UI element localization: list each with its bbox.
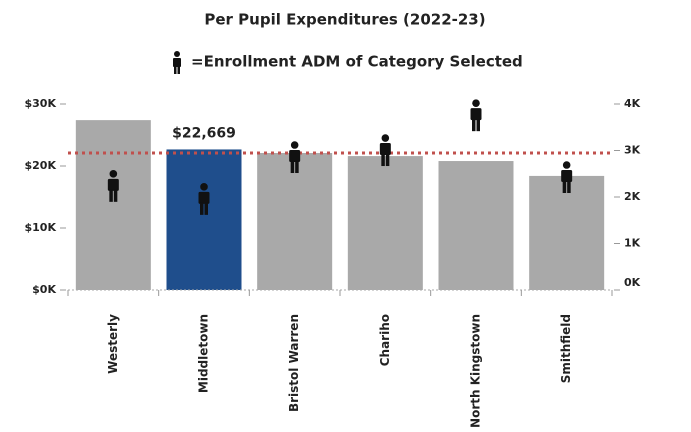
icon-leg (476, 119, 480, 132)
y-tick-label: $10K (25, 221, 57, 234)
bar (257, 152, 333, 290)
icon-body (198, 191, 210, 204)
icon-body (470, 108, 482, 121)
icon-leg (113, 189, 118, 202)
chart-title: Per Pupil Expenditures (2022-23) (204, 11, 485, 29)
icon-body (107, 178, 119, 191)
legend-icon (173, 51, 181, 74)
icon-head (562, 161, 571, 169)
icon-leg (204, 202, 208, 215)
x-tick-label: North Kingstown (469, 314, 483, 428)
x-tick-label: Chariho (378, 314, 392, 366)
x-tick-label: Bristol Warren (287, 314, 301, 412)
enrollment-icon (289, 141, 301, 174)
icon-leg (567, 181, 571, 194)
y2-tick-label: 4K (624, 97, 641, 110)
icon-body (289, 150, 301, 163)
icon-head (200, 183, 208, 191)
icon-head (381, 134, 390, 142)
bar (75, 120, 151, 291)
enrollment-icon (379, 134, 391, 167)
icon-leg (290, 161, 295, 174)
icon-head (109, 170, 118, 178)
icon-head (472, 99, 480, 107)
chart-subtitle: =Enrollment ADM of Category Selected (191, 53, 523, 71)
bar (529, 175, 605, 290)
x-tick-label: Westerly (106, 314, 120, 374)
icon-body (561, 170, 573, 183)
bar (166, 149, 242, 290)
icon-head (290, 141, 299, 149)
icon-leg (200, 202, 204, 215)
y2-tick-label: 2K (624, 190, 641, 203)
x-tick-label: Middletown (197, 314, 211, 393)
bar (347, 156, 423, 290)
icon-leg (109, 189, 113, 202)
enrollment-icon (561, 161, 573, 194)
y-tick-label: $0K (32, 283, 56, 296)
x-tick-label: Smithfield (559, 314, 573, 383)
enrollment-icon (470, 99, 482, 132)
icon-leg (472, 119, 476, 132)
y2-tick-label: 0K (624, 276, 641, 289)
icon-leg (381, 154, 385, 167)
enrollment-icon (107, 170, 119, 202)
icon-leg (562, 181, 567, 194)
bar (438, 161, 514, 290)
icon-body (379, 143, 391, 156)
y2-tick-label: 1K (624, 237, 641, 250)
enrollment-icon (198, 183, 210, 215)
data-label: $22,669 (172, 125, 236, 141)
icon-leg (385, 154, 390, 167)
y-tick-label: $20K (25, 159, 57, 172)
y-tick-label: $30K (25, 97, 57, 110)
icon-leg (295, 161, 299, 174)
y2-tick-label: 3K (624, 144, 641, 157)
